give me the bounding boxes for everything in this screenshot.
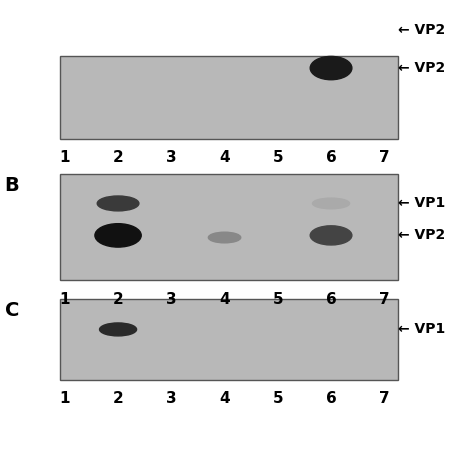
Text: 7: 7 xyxy=(379,150,389,165)
Ellipse shape xyxy=(310,226,352,245)
Text: 4: 4 xyxy=(219,292,230,307)
Text: 7: 7 xyxy=(379,391,389,406)
Text: 2: 2 xyxy=(113,150,124,165)
Ellipse shape xyxy=(97,196,139,211)
Text: 3: 3 xyxy=(166,391,176,406)
Ellipse shape xyxy=(100,323,137,336)
Text: B: B xyxy=(5,176,19,195)
Text: 4: 4 xyxy=(219,391,230,406)
Text: 3: 3 xyxy=(166,292,176,307)
Ellipse shape xyxy=(313,198,350,209)
Text: ← VP2: ← VP2 xyxy=(398,61,445,75)
FancyBboxPatch shape xyxy=(60,56,398,139)
Text: 1: 1 xyxy=(60,292,70,307)
Text: 3: 3 xyxy=(166,150,176,165)
Text: 1: 1 xyxy=(60,391,70,406)
Text: 1: 1 xyxy=(60,150,70,165)
Text: 4: 4 xyxy=(219,150,230,165)
Text: 5: 5 xyxy=(273,391,283,406)
Ellipse shape xyxy=(310,56,352,80)
FancyBboxPatch shape xyxy=(60,299,398,380)
Text: 6: 6 xyxy=(325,391,337,406)
Text: ← VP2: ← VP2 xyxy=(398,23,445,37)
Text: 5: 5 xyxy=(273,150,283,165)
Text: C: C xyxy=(5,301,19,320)
Text: 2: 2 xyxy=(113,292,124,307)
FancyBboxPatch shape xyxy=(60,174,398,280)
Text: 7: 7 xyxy=(379,292,389,307)
Ellipse shape xyxy=(95,224,141,247)
Text: 2: 2 xyxy=(113,391,124,406)
Text: 6: 6 xyxy=(325,292,337,307)
Text: ← VP1: ← VP1 xyxy=(398,322,445,337)
Text: 5: 5 xyxy=(273,292,283,307)
Ellipse shape xyxy=(208,232,241,243)
Text: ← VP1: ← VP1 xyxy=(398,196,445,211)
Text: 6: 6 xyxy=(325,150,337,165)
Text: ← VP2: ← VP2 xyxy=(398,228,445,243)
